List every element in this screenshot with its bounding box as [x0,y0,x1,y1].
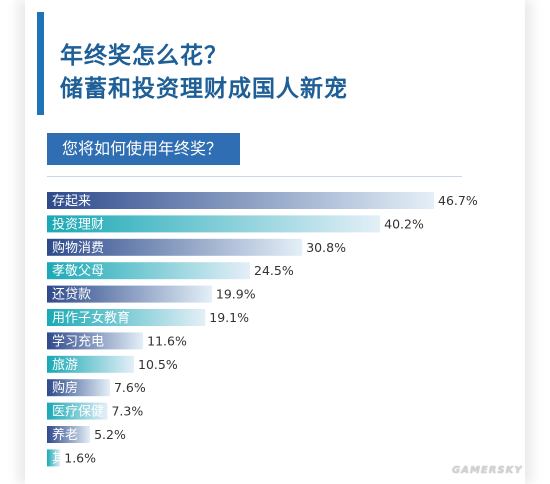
category-label: 其他 [52,451,78,466]
category-label: 购物消费 [52,240,104,256]
value-label: 40.2% [384,216,424,231]
bar [47,192,434,209]
question-heading: 您将如何使用年终奖？ [47,133,240,165]
question-divider [47,176,462,177]
value-label: 46.7% [438,193,478,208]
value-label: 10.5% [138,357,178,372]
value-label: 30.8% [306,240,346,255]
category-label: 购房 [52,380,78,396]
category-label: 医疗保健 [52,405,104,420]
bar [47,215,381,233]
value-label: 24.5% [254,263,294,278]
bar [47,449,61,467]
bar [47,262,251,280]
category-label: 养老 [52,427,78,443]
page-subtitle: 储蓄和投资理财成国人新宠 [60,76,348,102]
category-label: 用作子女教育 [52,310,130,326]
category-label: 孝敬父母 [52,263,104,279]
bar [47,402,108,420]
category-label: 学习充电 [52,333,104,349]
value-label: 11.6% [147,333,187,348]
value-label: 7.6% [114,380,146,395]
value-label: 5.2% [94,427,126,442]
category-label: 投资理财 [52,216,104,232]
category-label: 还贷款 [52,288,91,303]
value-label: 19.1% [209,310,249,325]
bar [47,309,206,326]
watermark: GAMERSKY [452,465,523,476]
bar [47,379,110,397]
category-label: 存起来 [52,194,91,209]
value-label: 7.3% [111,404,143,419]
bar [47,426,91,443]
title-accent-bar [37,12,44,115]
value-label: 1.6% [64,450,96,465]
bar [47,355,135,373]
bar [47,238,303,256]
category-label: 旅游 [52,358,78,373]
bar [47,332,144,350]
value-label: 19.9% [216,287,256,302]
bar [47,285,212,303]
page-title: 年终奖怎么花？ [60,43,228,69]
